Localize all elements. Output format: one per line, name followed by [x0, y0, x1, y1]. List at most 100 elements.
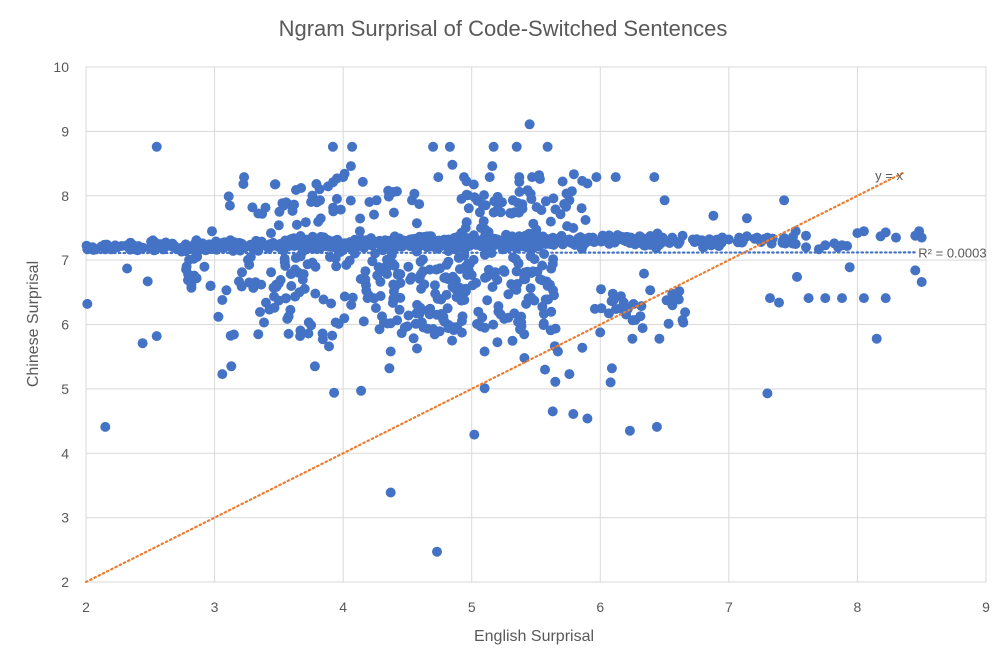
data-point — [286, 281, 297, 291]
data-point — [576, 203, 587, 214]
data-point — [606, 363, 617, 374]
data-point — [737, 236, 748, 247]
data-point — [548, 193, 559, 204]
data-point — [473, 306, 484, 317]
data-point — [457, 311, 468, 322]
data-point — [916, 277, 927, 287]
data-point — [597, 230, 608, 241]
data-point — [388, 187, 399, 197]
data-point — [238, 179, 249, 189]
data-point — [370, 303, 381, 313]
data-point — [463, 203, 474, 214]
data-point — [801, 242, 811, 253]
data-point — [858, 293, 869, 304]
data-point — [582, 413, 593, 424]
data-point — [577, 342, 588, 353]
data-point — [677, 315, 688, 325]
data-point — [610, 172, 621, 183]
data-point — [487, 282, 498, 292]
x-tick-label: 7 — [725, 599, 733, 615]
data-point — [488, 141, 499, 152]
data-point — [555, 209, 566, 220]
x-axis-title: English Surprisal — [474, 628, 594, 645]
data-point — [416, 269, 426, 280]
data-point — [557, 176, 568, 187]
data-point — [345, 195, 356, 206]
data-point — [329, 387, 340, 398]
data-point — [274, 206, 285, 217]
data-point — [299, 283, 310, 294]
data-point — [545, 325, 556, 336]
data-point — [519, 329, 530, 340]
data-point — [493, 306, 504, 317]
data-point — [360, 266, 371, 277]
data-point — [435, 294, 445, 304]
data-point — [664, 237, 675, 248]
data-point — [403, 261, 414, 272]
data-point — [464, 259, 475, 269]
data-point — [387, 258, 398, 269]
data-point — [820, 240, 831, 251]
data-point — [591, 172, 602, 183]
y-tick-label: 7 — [61, 252, 69, 268]
data-point — [328, 206, 339, 217]
data-point — [101, 239, 112, 250]
data-point — [469, 429, 480, 440]
data-point — [545, 216, 556, 227]
y-tick-label: 9 — [61, 123, 69, 139]
data-point — [637, 323, 648, 334]
data-point — [680, 307, 691, 318]
data-point — [488, 319, 499, 330]
data-point — [779, 195, 790, 206]
data-point — [331, 193, 342, 204]
data-point — [659, 195, 670, 206]
data-point — [581, 234, 592, 245]
data-point — [326, 298, 337, 309]
data-point — [279, 253, 290, 264]
x-tick-label: 3 — [211, 599, 219, 615]
data-point — [498, 265, 509, 276]
data-point — [765, 293, 775, 304]
data-point — [511, 141, 522, 152]
data-point — [787, 238, 798, 249]
data-point — [142, 276, 153, 287]
data-point — [226, 361, 237, 372]
data-point — [741, 213, 752, 224]
data-point — [364, 197, 375, 207]
data-point — [476, 223, 486, 233]
y-tick-label: 8 — [61, 188, 69, 204]
data-point — [517, 199, 528, 210]
data-point — [651, 421, 662, 432]
data-point — [461, 189, 472, 200]
data-point — [472, 319, 482, 329]
data-point — [231, 239, 242, 249]
data-point — [236, 281, 247, 292]
data-point — [224, 200, 235, 211]
data-point — [223, 191, 234, 202]
data-point — [561, 188, 572, 199]
data-point — [439, 316, 450, 327]
data-point — [528, 218, 539, 229]
data-point — [122, 263, 133, 274]
identity-line — [84, 170, 907, 584]
data-point — [384, 363, 395, 374]
data-point — [534, 170, 545, 181]
data-point — [186, 282, 197, 293]
data-point — [221, 285, 232, 296]
data-point — [339, 168, 350, 179]
data-point — [429, 280, 440, 291]
data-point — [522, 237, 533, 248]
data-point — [205, 281, 216, 292]
data-point — [663, 318, 674, 329]
x-tick-label: 4 — [339, 599, 347, 615]
data-point — [803, 293, 814, 304]
data-point — [356, 234, 367, 245]
data-point — [385, 346, 396, 357]
data-point — [533, 234, 544, 245]
data-point — [311, 179, 322, 189]
data-point — [461, 176, 472, 187]
data-point — [916, 232, 927, 243]
data-point — [431, 309, 442, 320]
data-point — [225, 330, 236, 341]
